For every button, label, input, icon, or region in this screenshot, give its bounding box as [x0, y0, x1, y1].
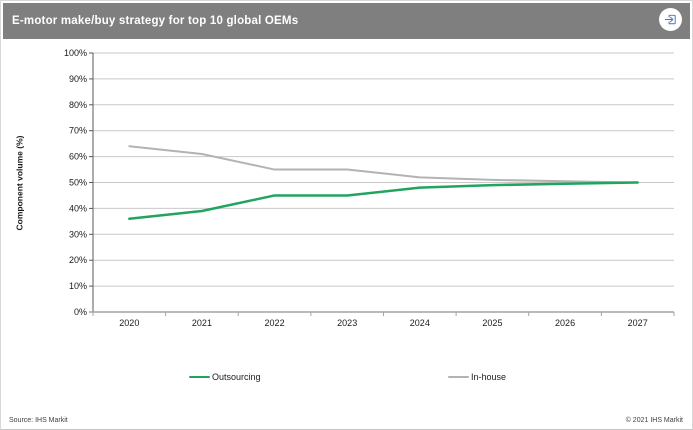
y-tick-label: 30%	[69, 229, 87, 239]
y-tick-label: 10%	[69, 281, 87, 291]
x-tick-label: 2025	[482, 318, 502, 328]
chart-header: E-motor make/buy strategy for top 10 glo…	[3, 3, 690, 39]
source-text: Source: IHS Markit	[9, 417, 68, 424]
y-tick-label: 100%	[64, 48, 87, 58]
x-tick-label: 2021	[192, 318, 212, 328]
legend-item-in-house[interactable]: In-house	[448, 372, 506, 382]
y-tick-label: 40%	[69, 203, 87, 213]
export-button[interactable]	[659, 8, 682, 31]
y-axis-title: Component volume (%)	[14, 135, 25, 231]
x-tick-label: 2027	[628, 318, 648, 328]
legend-item-outsourcing[interactable]: Outsourcing	[189, 372, 261, 382]
y-tick-label: 50%	[69, 178, 87, 188]
y-tick-label: 70%	[69, 126, 87, 136]
y-tick-label: 0%	[74, 307, 87, 317]
x-tick-label: 2026	[555, 318, 575, 328]
y-tick-label: 80%	[69, 100, 87, 110]
x-tick-label: 2023	[337, 318, 357, 328]
x-tick-label: 2020	[119, 318, 139, 328]
legend-swatch-in-house	[448, 376, 469, 378]
legend-label-in-house: In-house	[471, 372, 507, 382]
copyright-text: © 2021 IHS Markit	[625, 417, 683, 424]
chart-title: E-motor make/buy strategy for top 10 glo…	[12, 15, 299, 27]
chart-plot: 0% 10% 20% 30% 40% 50% 60% 70% 80% 90% 100% 2020 202…	[64, 48, 675, 328]
y-tick-label: 60%	[69, 152, 87, 162]
x-tick-label: 2022	[265, 318, 285, 328]
export-icon	[664, 14, 676, 25]
series-line-in-house	[128, 145, 639, 184]
y-tick-label: 20%	[69, 255, 87, 265]
y-tick-label: 90%	[69, 74, 87, 84]
legend-label-outsourcing: Outsourcing	[212, 372, 261, 382]
x-tick-label: 2024	[410, 318, 430, 328]
legend-swatch-outsourcing	[189, 375, 210, 379]
legend: Outsourcing In-house	[1, 369, 692, 385]
series-line-outsourcing	[128, 181, 639, 221]
